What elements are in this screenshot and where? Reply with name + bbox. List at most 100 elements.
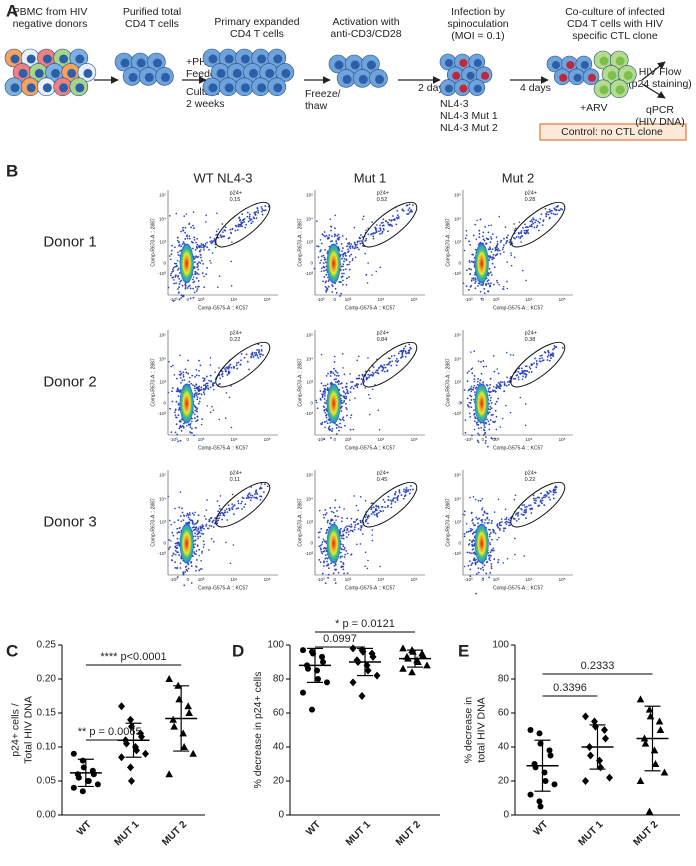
event	[497, 382, 500, 384]
event	[506, 287, 509, 290]
event	[210, 242, 213, 245]
event	[554, 488, 557, 491]
flow-tick-label: -10³	[464, 297, 473, 302]
event	[487, 521, 490, 524]
flow-tick-label: 10³	[454, 380, 461, 385]
event	[320, 382, 323, 385]
event	[174, 549, 177, 552]
event	[407, 490, 409, 493]
event	[196, 288, 199, 290]
event	[206, 384, 209, 387]
event	[370, 513, 373, 516]
event	[468, 412, 471, 415]
event	[487, 248, 490, 251]
event	[552, 212, 555, 215]
event	[324, 248, 327, 251]
event	[488, 224, 490, 227]
event	[346, 525, 348, 527]
event	[174, 566, 177, 569]
event	[533, 501, 536, 504]
point	[169, 715, 177, 723]
event	[490, 274, 493, 276]
column-title: WT NL4-3	[194, 170, 253, 185]
density-core	[326, 383, 341, 424]
event	[472, 532, 475, 535]
event	[480, 283, 482, 286]
event	[478, 233, 481, 235]
event	[485, 422, 488, 425]
step-label: (p24 staining)	[628, 78, 692, 90]
event	[546, 491, 549, 494]
event	[190, 519, 192, 521]
event	[468, 267, 471, 270]
event	[194, 526, 197, 529]
event	[499, 521, 501, 524]
flow-x-label: Comp-G575-A :: KC57	[493, 305, 543, 311]
event	[178, 272, 181, 274]
event	[380, 222, 383, 224]
event	[343, 373, 346, 376]
event	[489, 532, 492, 534]
event	[394, 501, 397, 503]
event	[492, 547, 495, 550]
event	[195, 408, 198, 411]
y-tick-label: 60	[273, 708, 285, 719]
event	[257, 351, 260, 354]
event	[211, 252, 214, 254]
event	[512, 236, 515, 239]
event	[375, 270, 378, 273]
event	[491, 262, 494, 265]
nucleus	[249, 68, 258, 78]
event	[206, 499, 208, 501]
event	[365, 229, 367, 231]
event	[535, 499, 537, 502]
event	[489, 543, 491, 546]
event	[253, 217, 256, 220]
event	[252, 355, 255, 358]
event	[178, 427, 181, 430]
event	[500, 521, 503, 523]
event	[322, 280, 324, 283]
event	[517, 511, 520, 514]
event	[334, 564, 337, 566]
event	[217, 519, 220, 522]
event	[246, 211, 249, 214]
nucleus	[473, 84, 482, 93]
event	[485, 283, 487, 285]
event	[474, 248, 477, 251]
event	[321, 393, 323, 396]
event	[255, 211, 258, 213]
event	[404, 494, 407, 497]
event	[182, 226, 184, 229]
step-label: Control: no CTL clone	[561, 126, 663, 138]
event	[548, 359, 551, 362]
event	[533, 362, 535, 365]
event	[349, 247, 352, 250]
event	[356, 384, 358, 387]
event	[495, 400, 498, 403]
event	[346, 245, 348, 248]
event	[494, 437, 496, 440]
event	[179, 389, 182, 392]
nucleus	[34, 68, 44, 78]
y-tick-label: 0.10	[37, 742, 57, 753]
event	[472, 261, 475, 264]
event	[381, 505, 384, 508]
event	[257, 343, 260, 346]
event	[335, 519, 337, 521]
event	[203, 275, 205, 278]
event	[180, 230, 182, 233]
event	[488, 267, 491, 270]
point	[423, 661, 431, 669]
event	[328, 236, 330, 239]
event	[167, 548, 170, 550]
event	[466, 397, 469, 400]
event	[396, 209, 399, 212]
event	[390, 502, 393, 505]
event	[470, 552, 472, 555]
comparison-label: * p = 0.0121	[335, 618, 395, 630]
event	[346, 390, 349, 392]
event	[182, 572, 185, 575]
nucleus	[18, 68, 28, 78]
event	[216, 522, 219, 525]
